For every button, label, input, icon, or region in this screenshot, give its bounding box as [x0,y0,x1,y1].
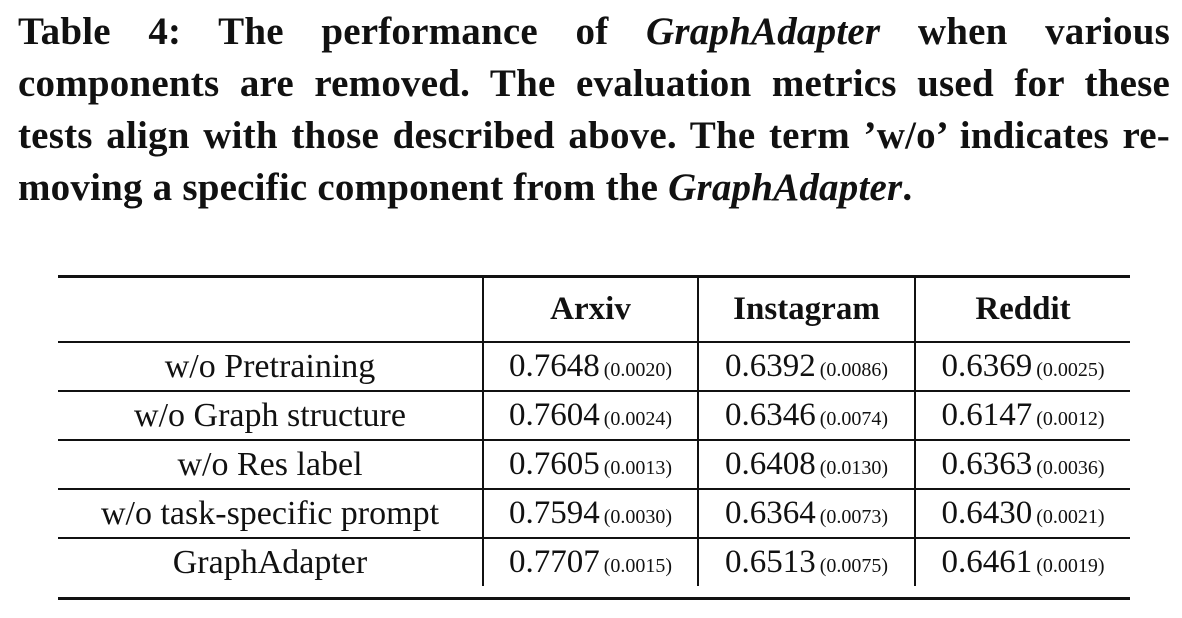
caption-label: Table 4: [18,10,182,53]
caption-model-name-2: GraphAdapter [668,166,903,209]
metric-cell: 0.7594 (0.0030) [482,489,698,539]
caption-text-3: . [902,166,913,209]
table-row: GraphAdapter 0.7707 (0.0015) 0.6513 (0.0075)… [58,538,1130,586]
metric-cell: 0.6364 (0.0073) [697,489,915,539]
metric-value: 0.6147 [941,397,1033,433]
column-header-reddit: Reddit [914,278,1130,343]
results-table: Arxiv Instagram Reddit w/o Pretraining 0.… [58,278,1130,586]
metric-std: (0.0012) [1036,408,1105,430]
metric-cell: 0.7707 (0.0015) [482,538,698,586]
metric-cell: 0.6346 (0.0074) [697,391,915,441]
metric-std: (0.0020) [603,359,673,381]
table-body: w/o Pretraining 0.7648 (0.0020) 0.6392 (0.00… [58,342,1130,586]
metric-std: (0.0130) [819,457,889,479]
metric-value: 0.7605 [508,446,600,482]
caption-text-1: The performance of [218,10,609,53]
metric-value: 0.6364 [724,495,816,531]
metric-cell: 0.6369 (0.0025) [914,342,1130,392]
table-top-rule [58,275,1130,278]
table-row: w/o task-specific prompt 0.7594 (0.0030) 0.… [58,489,1130,539]
column-header-arxiv: Arxiv [482,278,698,343]
caption-model-name-1: GraphAdapter [645,10,881,53]
metric-std: (0.0073) [819,506,889,528]
column-header-instagram: Instagram [697,278,915,343]
metric-cell: 0.6430 (0.0021) [914,489,1130,539]
metric-value: 0.6363 [941,446,1033,482]
metric-cell: 0.6513 (0.0075) [697,538,915,586]
row-label: GraphAdapter [172,543,368,581]
table-row: w/o Pretraining 0.7648 (0.0020) 0.6392 (0.00… [58,342,1130,392]
metric-std: (0.0074) [819,408,889,430]
metric-cell: 0.7605 (0.0013) [482,440,698,490]
metric-std: (0.0021) [1036,506,1105,528]
metric-std: (0.0019) [1036,555,1105,577]
row-label: w/o Pretraining [58,342,483,392]
row-label: w/o Graph structure [58,391,483,441]
metric-std: (0.0015) [603,555,673,577]
metric-value: 0.7707 [508,544,600,580]
metric-cell: 0.6408 (0.0130) [697,440,915,490]
metric-value: 0.7604 [508,397,600,433]
table-row: w/o Res label 0.7605 (0.0013) 0.6408 (0.0130… [58,440,1130,490]
metric-value: 0.6408 [724,446,816,482]
metric-std: (0.0036) [1036,457,1105,479]
table-row: w/o Graph structure 0.7604 (0.0024) 0.6346(… [58,391,1130,441]
metric-value: 0.6346 [724,397,816,433]
metric-std: (0.0024) [603,408,673,430]
column-header-empty [58,278,483,343]
metric-std: (0.0086) [819,359,889,381]
metric-value: 0.6369 [941,348,1033,384]
metric-cell: 0.7604 (0.0024) [482,391,698,441]
metric-cell: 0.7648 (0.0020) [482,342,698,392]
table-header-row: Arxiv Instagram Reddit [58,278,1130,343]
metric-std: (0.0030) [603,506,673,528]
metric-value: 0.7648 [508,348,600,384]
table-bottom-rule [58,597,1130,600]
metric-std: (0.0013) [603,457,673,479]
row-label: w/o task-specific prompt [58,489,483,539]
metric-cell: 0.6363 (0.0036) [914,440,1130,490]
metric-cell: 0.6392 (0.0086) [697,342,915,392]
row-label: w/o Res label [58,440,483,490]
metric-value: 0.6392 [724,348,816,384]
caption-text-2: when various components are removed. The… [18,10,1171,209]
metric-value: 0.6461 [941,544,1033,580]
metric-value: 0.7594 [508,495,600,531]
metric-value: 0.6513 [724,544,816,580]
metric-value: 0.6430 [941,495,1033,531]
metric-cell: 0.6461 (0.0019) [914,538,1130,586]
metric-cell: 0.6147 (0.0012) [914,391,1130,441]
metric-std: (0.0075) [819,555,889,577]
table-caption: Table 4: The performance of GraphAdapter… [18,6,1170,214]
metric-std: (0.0025) [1036,359,1105,381]
